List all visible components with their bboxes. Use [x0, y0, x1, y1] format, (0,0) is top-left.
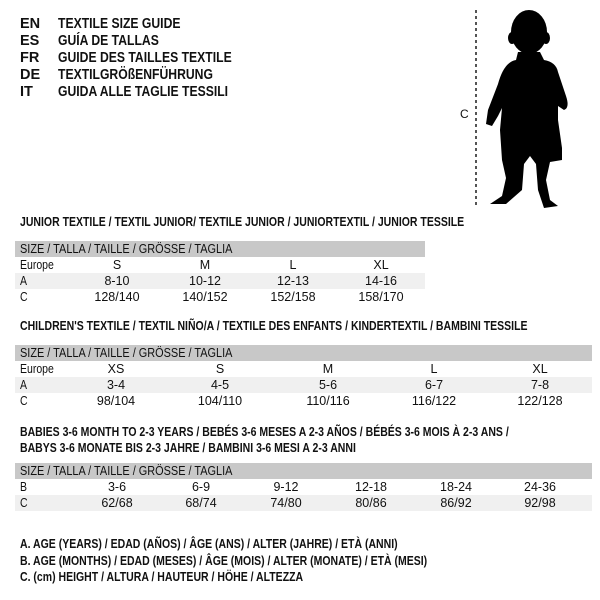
language-code: IT: [20, 84, 33, 100]
table-cell: 12-13: [277, 274, 309, 288]
table-cell: XL: [532, 362, 548, 376]
table-cell: 116/122: [411, 394, 457, 408]
language-title: TEXTILGRÖßENFÜHRUNG: [58, 67, 213, 83]
row-label: Europe: [20, 362, 54, 376]
table-row: Europe XS S M L XL: [15, 361, 592, 377]
table-row: C 128/140 140/152 152/158 158/170: [15, 289, 425, 305]
table-row: A 8-10 10-12 12-13 14-16: [15, 273, 425, 289]
table-cell: S: [215, 362, 225, 376]
table-cell: M: [322, 362, 334, 376]
table-cell: 8-10: [104, 274, 130, 288]
row-label: A: [20, 378, 28, 392]
table-cell: M: [199, 258, 211, 272]
table-row: C 62/68 68/74 74/80 80/86 86/92 92/98: [15, 495, 592, 511]
row-label: C: [20, 496, 28, 510]
language-title: GUIDA ALLE TAGLIE TESSILI: [58, 84, 229, 100]
table-header: SIZE / TALLA / TAILLE / GRÖSSE / TAGLIA: [15, 241, 425, 257]
row-label: B: [20, 480, 28, 494]
row-label: Europe: [20, 258, 54, 272]
table-cell: XL: [373, 258, 389, 272]
table-cell: 14-16: [365, 274, 397, 288]
table-cell: 68/74: [185, 496, 217, 510]
table-cell: 110/116: [306, 394, 350, 408]
table-cell: 86/92: [440, 496, 472, 510]
table-cell: 74/80: [270, 496, 302, 510]
table-cell: 7-8: [530, 378, 550, 392]
table-cell: L: [289, 258, 297, 272]
table-row: C 98/104 104/110 110/116 116/122 122/128: [15, 393, 592, 409]
legend-c: C. (cm) HEIGHT / ALTURA / HAUTEUR / HÖHE…: [20, 570, 304, 584]
language-code: DE: [20, 67, 41, 83]
row-label: C: [20, 394, 28, 408]
table-cell: 3-6: [107, 480, 127, 494]
table-cell: 122/128: [517, 394, 563, 408]
table-header-label: SIZE / TALLA / TAILLE / GRÖSSE / TAGLIA: [20, 463, 233, 478]
table-cell: 140/152: [182, 290, 228, 304]
table-cell: 98/104: [96, 394, 136, 408]
row-label: A: [20, 274, 28, 288]
size-table: SIZE / TALLA / TAILLE / GRÖSSE / TAGLIA E…: [15, 345, 592, 409]
table-cell: S: [112, 258, 122, 272]
table-cell: 5-6: [318, 378, 338, 392]
table-cell: 9-12: [273, 480, 299, 494]
table-title: JUNIOR TEXTILE / TEXTIL JUNIOR/ TEXTILE …: [20, 215, 465, 229]
table-cell: L: [430, 362, 438, 376]
table-header-label: SIZE / TALLA / TAILLE / GRÖSSE / TAGLIA: [20, 241, 233, 256]
table-row: A 3-4 4-5 5-6 6-7 7-8: [15, 377, 592, 393]
table-row: B 3-6 6-9 9-12 12-18 18-24 24-36: [15, 479, 592, 495]
size-table: SIZE / TALLA / TAILLE / GRÖSSE / TAGLIA E…: [15, 241, 425, 305]
table-cell: 3-4: [106, 378, 126, 392]
language-title: TEXTILE SIZE GUIDE: [58, 16, 181, 32]
table-cell: 128/140: [94, 290, 140, 304]
table-cell: 18-24: [440, 480, 472, 494]
child-silhouette: [486, 10, 568, 208]
language-code: ES: [20, 33, 40, 49]
table-cell: 92/98: [524, 496, 556, 510]
language-title: GUÍA DE TALLAS: [58, 33, 159, 49]
table-header-label: SIZE / TALLA / TAILLE / GRÖSSE / TAGLIA: [20, 345, 233, 360]
table-cell: 158/170: [358, 290, 404, 304]
table-row: Europe S M L XL: [15, 257, 425, 273]
table-cell: 6-7: [424, 378, 444, 392]
size-table: SIZE / TALLA / TAILLE / GRÖSSE / TAGLIA B…: [15, 463, 592, 511]
table-cell: 6-9: [191, 480, 211, 494]
table-cell: 12-18: [355, 480, 387, 494]
table-cell: XS: [107, 362, 125, 376]
height-measure-label: C: [460, 107, 469, 121]
table-header: SIZE / TALLA / TAILLE / GRÖSSE / TAGLIA: [15, 463, 592, 479]
legend-b: B. AGE (MONTHS) / EDAD (MESES) / ÂGE (MO…: [20, 554, 428, 568]
table-title: BABIES 3-6 MONTH TO 2-3 YEARS / BEBÉS 3-…: [20, 425, 509, 439]
row-label: C: [20, 290, 28, 304]
child-silhouette-icon: [475, 10, 568, 208]
language-code: EN: [20, 16, 41, 32]
table-header: SIZE / TALLA / TAILLE / GRÖSSE / TAGLIA: [15, 345, 592, 361]
table-cell: 10-12: [189, 274, 221, 288]
table-cell: 24-36: [524, 480, 556, 494]
table-cell: 152/158: [270, 290, 316, 304]
table-cell: 62/68: [101, 496, 133, 510]
table-cell: 104/110: [197, 394, 243, 408]
table-title: CHILDREN'S TEXTILE / TEXTIL NIÑO/A / TEX…: [20, 319, 528, 333]
language-code: FR: [20, 50, 40, 66]
table-cell: 4-5: [210, 378, 230, 392]
legend-a: A. AGE (YEARS) / EDAD (AÑOS) / ÂGE (ANS)…: [20, 537, 398, 551]
language-title: GUIDE DES TAILLES TEXTILE: [58, 50, 232, 66]
table-title-line2: BABYS 3-6 MONATE BIS 2-3 JAHRE / BAMBINI…: [20, 441, 356, 455]
table-cell: 80/86: [355, 496, 387, 510]
